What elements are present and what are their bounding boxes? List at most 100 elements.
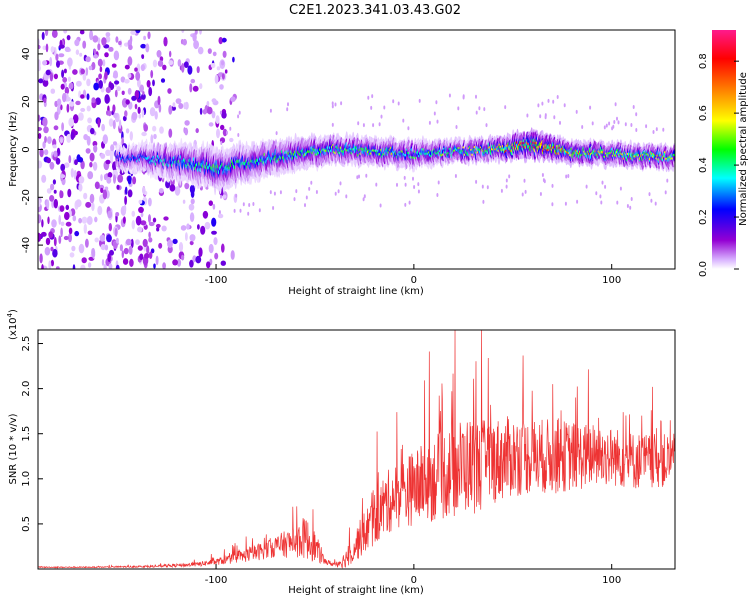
noise-speckle <box>55 266 60 269</box>
outlier-mark <box>272 206 275 210</box>
noise-speckle <box>157 95 161 106</box>
noise-speckle <box>150 134 154 145</box>
noise-speckle <box>72 264 76 269</box>
noise-speckle <box>131 210 136 217</box>
noise-speckle <box>204 221 211 230</box>
noise-speckle <box>184 182 190 190</box>
noise-speckle <box>58 44 65 49</box>
outlier-mark <box>537 103 540 108</box>
noise-speckle <box>47 136 52 145</box>
noise-speckle <box>86 135 91 146</box>
noise-speckle <box>222 37 227 43</box>
noise-speckle <box>101 259 105 266</box>
noise-speckle <box>152 125 157 132</box>
outlier-mark <box>526 113 529 118</box>
noise-speckle <box>91 61 96 70</box>
noise-speckle <box>219 84 224 90</box>
outlier-mark <box>402 118 405 123</box>
noise-speckle <box>125 238 132 246</box>
outlier-mark <box>652 130 655 134</box>
outlier-mark <box>485 123 488 128</box>
noise-speckle <box>125 128 130 134</box>
noise-speckle <box>105 35 111 43</box>
noise-speckle <box>131 220 135 230</box>
noise-speckle <box>68 82 74 90</box>
outlier-mark <box>613 120 616 124</box>
noise-speckle <box>54 111 59 121</box>
noise-speckle <box>82 72 87 81</box>
outlier-mark <box>563 103 566 108</box>
noise-speckle <box>105 87 111 94</box>
outlier-mark <box>242 202 245 207</box>
noise-speckle <box>38 78 44 84</box>
noise-speckle <box>175 98 182 104</box>
spectrogram-marks <box>38 30 675 269</box>
figure-title: C2E1.2023.341.03.43.G02 <box>289 3 461 18</box>
noise-speckle <box>72 215 77 222</box>
noise-speckle <box>100 187 104 193</box>
noise-speckle <box>45 30 49 37</box>
noise-speckle <box>128 245 133 255</box>
noise-speckle <box>38 232 42 242</box>
noise-speckle <box>49 195 55 202</box>
noise-speckle <box>92 161 98 171</box>
outlier-mark <box>248 203 251 207</box>
noise-speckle <box>58 235 62 244</box>
noise-speckle <box>144 253 150 259</box>
noise-speckle <box>50 246 54 252</box>
noise-speckle <box>108 263 113 269</box>
noise-speckle <box>135 239 140 246</box>
noise-speckle <box>58 214 61 225</box>
noise-speckle <box>165 180 171 189</box>
outlier-mark <box>287 102 289 107</box>
noise-speckle <box>105 32 111 37</box>
outlier-mark <box>334 102 337 107</box>
x-tick-label: 0 <box>411 575 417 586</box>
noise-speckle <box>56 60 60 68</box>
noise-speckle <box>112 104 116 113</box>
colorbar: 0.0 0.2 0.4 0.6 0.8 Normalized spectral ampl… <box>698 30 749 277</box>
noise-speckle <box>168 105 173 115</box>
noise-speckle <box>93 54 99 59</box>
noise-speckle <box>169 184 176 192</box>
noise-speckle <box>108 118 114 127</box>
noise-speckle <box>63 162 70 168</box>
outlier-mark <box>576 199 579 204</box>
noise-speckle <box>83 192 88 200</box>
noise-speckle <box>184 120 190 126</box>
noise-speckle <box>152 79 155 87</box>
noise-speckle <box>76 80 82 87</box>
noise-speckle <box>121 250 125 259</box>
outlier-mark <box>664 190 667 195</box>
noise-speckle <box>38 44 41 50</box>
noise-speckle <box>46 157 51 164</box>
noise-speckle <box>97 58 103 67</box>
noise-speckle <box>202 210 209 219</box>
noise-speckle <box>113 141 117 146</box>
outlier-mark <box>616 116 618 121</box>
noise-speckle <box>60 138 63 144</box>
noise-speckle <box>208 200 213 206</box>
outlier-mark <box>504 105 507 110</box>
ridge-mark <box>672 153 675 157</box>
outlier-mark <box>358 174 360 179</box>
noise-speckle <box>198 247 203 257</box>
noise-speckle <box>214 74 219 85</box>
noise-speckle <box>182 199 186 204</box>
noise-speckle <box>42 60 48 66</box>
noise-speckle <box>46 199 50 210</box>
snr-x-ticks: -100 0 100 <box>205 564 621 586</box>
noise-speckle <box>196 66 200 74</box>
noise-speckle <box>66 35 71 41</box>
outlier-mark <box>403 175 406 180</box>
noise-speckle <box>127 73 132 79</box>
noise-speckle <box>124 110 128 118</box>
noise-speckle <box>168 60 174 66</box>
outlier-mark <box>337 189 340 194</box>
noise-speckle <box>141 109 145 118</box>
outlier-mark <box>345 194 348 199</box>
noise-speckle <box>53 73 59 80</box>
outlier-mark <box>293 197 296 202</box>
noise-speckle <box>61 92 67 103</box>
outlier-mark <box>551 202 554 207</box>
